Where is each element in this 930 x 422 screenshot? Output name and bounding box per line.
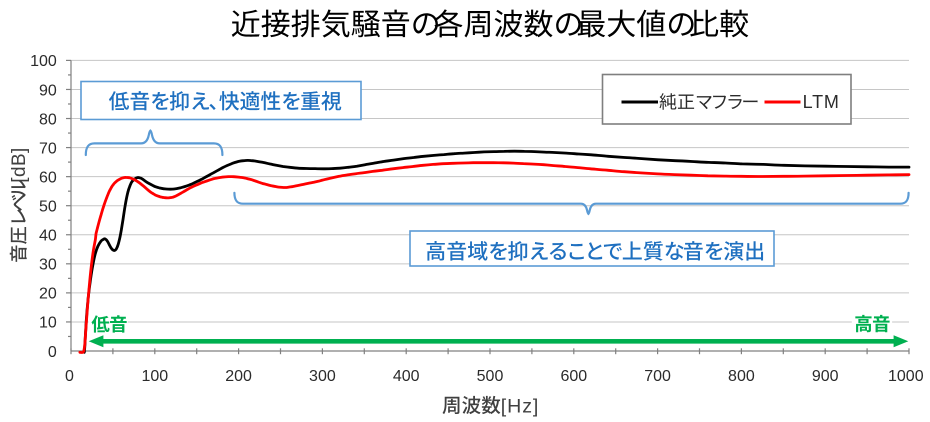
svg-text:0: 0 — [48, 344, 57, 361]
svg-text:100: 100 — [141, 368, 168, 385]
svg-text:300: 300 — [309, 368, 336, 385]
svg-text:1000: 1000 — [888, 368, 924, 385]
svg-text:30: 30 — [39, 257, 57, 274]
svg-text:400: 400 — [393, 368, 420, 385]
svg-text:[Hz]: [Hz] — [501, 395, 539, 417]
svg-text:50: 50 — [39, 199, 57, 216]
svg-text:[dB]: [dB] — [9, 147, 30, 182]
svg-text:900: 900 — [812, 368, 839, 385]
svg-text:10: 10 — [39, 315, 57, 332]
svg-text:100: 100 — [30, 53, 57, 70]
svg-text:20: 20 — [39, 286, 57, 303]
svg-text:200: 200 — [225, 368, 252, 385]
svg-text:80: 80 — [39, 111, 57, 128]
svg-text:60: 60 — [39, 169, 57, 186]
svg-text:0: 0 — [65, 368, 74, 385]
svg-text:70: 70 — [39, 140, 57, 157]
svg-text:600: 600 — [560, 368, 587, 385]
svg-text:90: 90 — [39, 82, 57, 99]
svg-text:500: 500 — [477, 368, 504, 385]
svg-text:800: 800 — [728, 368, 755, 385]
svg-text:40: 40 — [39, 228, 57, 245]
svg-text:700: 700 — [644, 368, 671, 385]
svg-text:LTM: LTM — [803, 92, 840, 112]
